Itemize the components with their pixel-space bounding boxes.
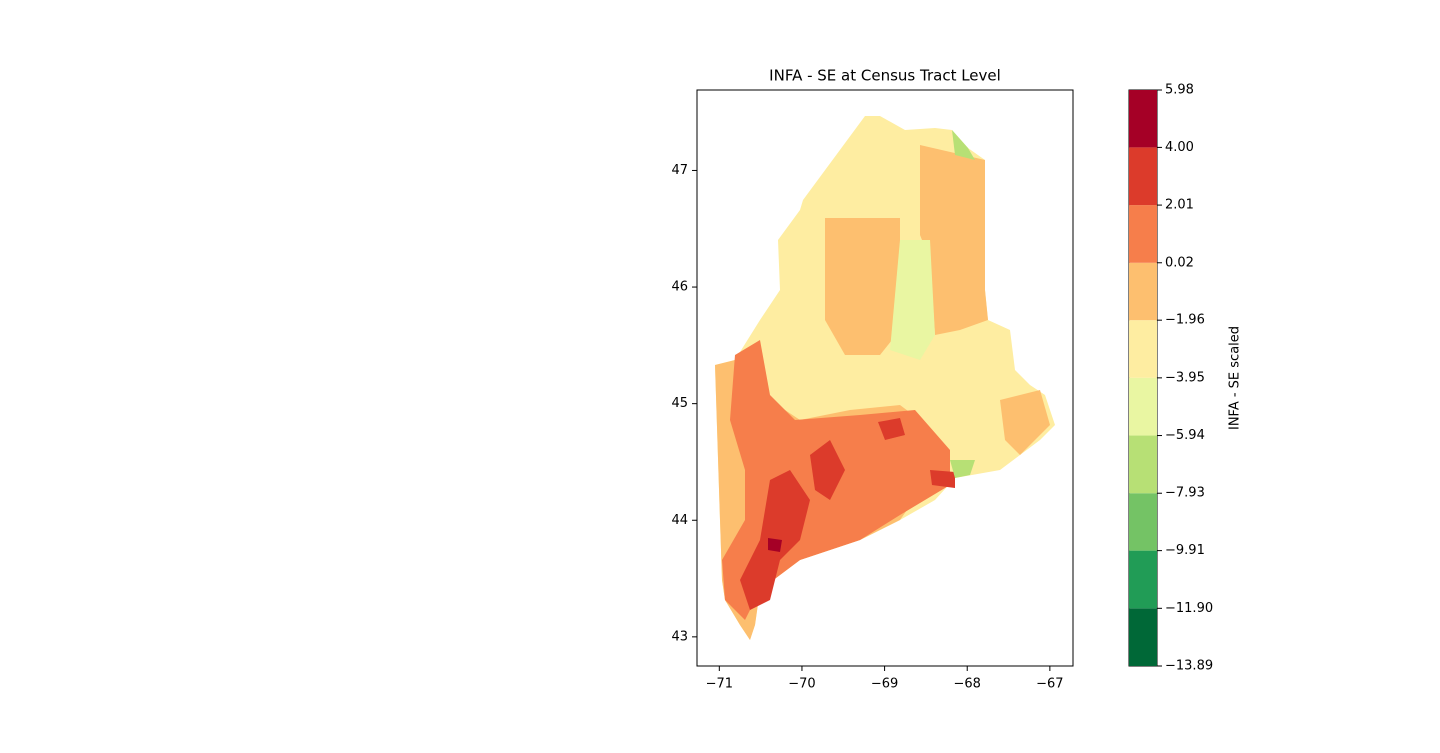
x-tick-label: −69 xyxy=(871,677,898,692)
colorbar-bin xyxy=(1129,377,1157,436)
x-tick-label: −71 xyxy=(706,677,733,692)
y-tick-label: 47 xyxy=(671,163,688,178)
region xyxy=(930,470,955,488)
colorbar-bin xyxy=(1129,320,1157,378)
colorbar-bin xyxy=(1129,90,1157,148)
region xyxy=(952,130,975,160)
region xyxy=(950,460,975,478)
x-tick-label: −70 xyxy=(788,677,815,692)
y-tick-label: 45 xyxy=(671,396,688,411)
colorbar-tick-label: −13.89 xyxy=(1165,659,1213,674)
colorbar-tick-label: 0.02 xyxy=(1165,255,1194,270)
region xyxy=(1000,390,1050,455)
colorbar-tick-label: 4.00 xyxy=(1165,140,1194,155)
colorbar-bin xyxy=(1129,493,1157,551)
colorbar-bin xyxy=(1129,608,1157,666)
region xyxy=(920,145,988,335)
colorbar-tick-label: 2.01 xyxy=(1165,198,1194,213)
region xyxy=(768,538,782,552)
map xyxy=(715,116,1055,640)
colorbar-bin xyxy=(1129,550,1157,609)
colorbar-tick-label: 5.98 xyxy=(1165,83,1194,98)
y-tick-label: 43 xyxy=(671,629,688,644)
colorbar-bin xyxy=(1129,435,1157,494)
chart-title: INFA - SE at Census Tract Level xyxy=(769,67,1001,85)
colorbar-tick-label: −3.95 xyxy=(1165,370,1205,385)
colorbar-tick-label: −9.91 xyxy=(1165,543,1205,558)
colorbar-tick-label: −5.94 xyxy=(1165,428,1205,443)
region xyxy=(878,418,905,440)
region xyxy=(890,240,935,360)
colorbar-label: INFA - SE scaled xyxy=(1228,326,1243,430)
region xyxy=(825,218,900,355)
colorbar-bin xyxy=(1129,205,1157,263)
y-tick-label: 44 xyxy=(671,513,688,528)
y-tick-label: 46 xyxy=(671,280,688,295)
x-tick-label: −68 xyxy=(954,677,981,692)
colorbar-bin xyxy=(1129,262,1157,321)
x-tick-label: −67 xyxy=(1036,677,1063,692)
colorbar-tick-label: −11.90 xyxy=(1165,601,1213,616)
region xyxy=(810,440,845,500)
colorbar-bin xyxy=(1129,147,1157,206)
colorbar-tick-label: −1.96 xyxy=(1165,313,1205,328)
colorbar-tick-label: −7.93 xyxy=(1165,486,1205,501)
